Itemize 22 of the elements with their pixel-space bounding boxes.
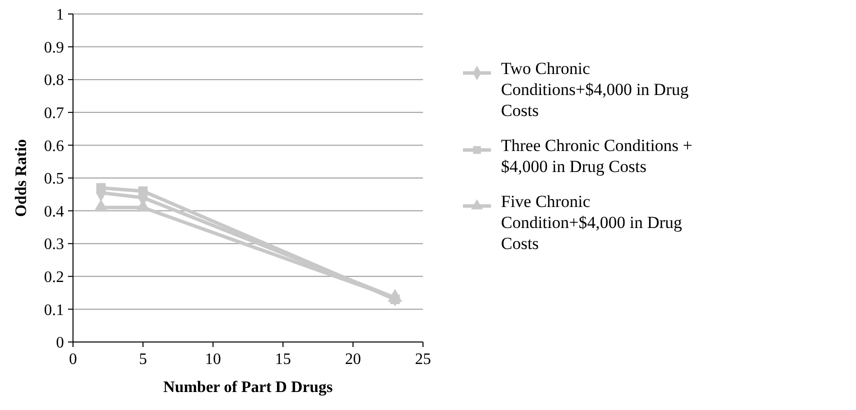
y-tick-label: 0.4 bbox=[44, 203, 64, 220]
x-tick-label: 0 bbox=[69, 351, 77, 368]
x-tick-label: 25 bbox=[415, 351, 431, 368]
x-tick-label: 15 bbox=[275, 351, 291, 368]
y-tick-label: 0.5 bbox=[44, 170, 64, 188]
y-tick-label: 0.3 bbox=[44, 236, 64, 254]
y-tick-label: 0.8 bbox=[44, 72, 64, 90]
y-tick-label: 0.7 bbox=[44, 105, 64, 122]
x-tick-label: 5 bbox=[139, 351, 147, 368]
legend-label: Five Chronic Condition+$4,000 in Drug Costs bbox=[501, 192, 683, 253]
y-tick-label: 0.1 bbox=[44, 302, 64, 319]
y-tick-label: 0.6 bbox=[44, 138, 64, 155]
legend-label: Two Chronic Conditions+$4,000 in Drug Costs bbox=[501, 58, 690, 120]
x-axis-title: Number of Part D Drugs bbox=[163, 379, 333, 396]
x-tick-label: 20 bbox=[345, 351, 361, 368]
y-axis-title: Odds Ratio bbox=[13, 139, 30, 217]
legend-label: Three Chronic Conditions + $4,000 in Drug Costs bbox=[501, 136, 692, 176]
y-tick-label: 1 bbox=[56, 6, 64, 24]
y-tick-label: 0.9 bbox=[44, 39, 64, 56]
y-tick-label: 0 bbox=[56, 334, 64, 352]
x-tick-label: 10 bbox=[205, 351, 221, 368]
y-tick-label: 0.2 bbox=[44, 269, 64, 286]
